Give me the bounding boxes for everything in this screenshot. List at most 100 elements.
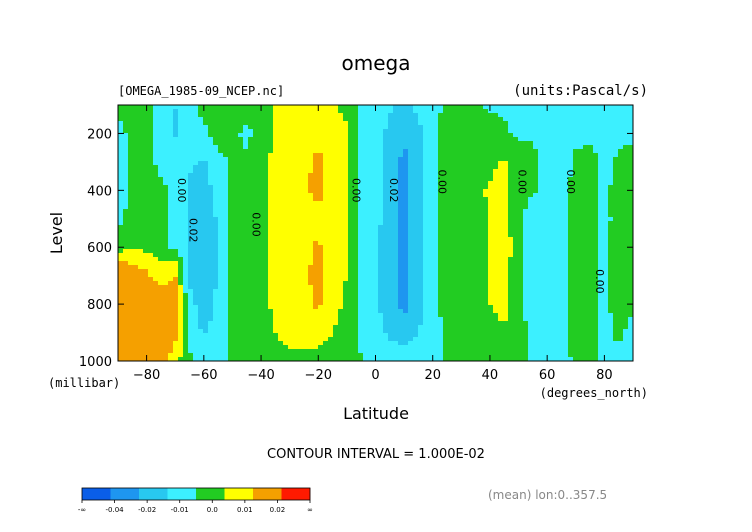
field-cell	[553, 257, 559, 262]
field-cell	[528, 145, 534, 150]
field-cell	[128, 225, 134, 230]
field-cell	[383, 265, 389, 270]
field-cell	[313, 117, 319, 122]
field-cell	[458, 217, 464, 222]
field-cell	[513, 269, 519, 274]
field-cell	[123, 161, 129, 166]
field-cell	[463, 181, 469, 186]
field-cell	[278, 241, 284, 246]
field-cell	[283, 185, 289, 190]
field-cell	[263, 297, 269, 302]
field-cell	[478, 293, 484, 298]
field-cell	[128, 253, 134, 258]
field-cell	[503, 245, 509, 250]
field-cell	[488, 149, 494, 154]
field-cell	[428, 293, 434, 298]
field-cell	[433, 245, 439, 250]
field-cell	[458, 225, 464, 230]
field-cell	[588, 233, 594, 238]
field-cell	[453, 225, 459, 230]
field-cell	[278, 205, 284, 210]
field-cell	[178, 205, 184, 210]
field-cell	[263, 113, 269, 118]
field-cell	[218, 177, 224, 182]
field-cell	[293, 213, 299, 218]
field-cell	[403, 241, 409, 246]
field-cell	[138, 145, 144, 150]
field-cell	[228, 145, 234, 150]
field-cell	[443, 149, 449, 154]
field-cell	[173, 157, 179, 162]
field-cell	[258, 197, 264, 202]
field-cell	[508, 277, 514, 282]
field-cell	[298, 269, 304, 274]
field-cell	[338, 237, 344, 242]
field-cell	[183, 157, 189, 162]
field-cell	[503, 193, 509, 198]
field-cell	[628, 293, 633, 298]
field-cell	[283, 201, 289, 206]
field-cell	[328, 105, 334, 110]
field-cell	[613, 209, 619, 214]
field-cell	[523, 237, 529, 242]
field-cell	[453, 281, 459, 286]
field-cell	[438, 161, 444, 166]
field-cell	[248, 105, 254, 110]
field-cell	[178, 241, 184, 246]
field-cell	[553, 233, 559, 238]
field-cell	[268, 145, 274, 150]
field-cell	[583, 137, 589, 142]
field-cell	[308, 281, 314, 286]
field-cell	[433, 253, 439, 258]
field-cell	[248, 289, 254, 294]
field-cell	[468, 245, 474, 250]
field-cell	[253, 277, 259, 282]
field-cell	[123, 273, 129, 278]
field-cell	[203, 273, 209, 278]
field-cell	[628, 121, 633, 126]
field-cell	[438, 185, 444, 190]
field-cell	[583, 177, 589, 182]
field-cell	[343, 173, 349, 178]
field-cell	[118, 273, 124, 278]
field-cell	[493, 117, 499, 122]
field-cell	[343, 297, 349, 302]
field-cell	[198, 249, 204, 254]
field-cell	[418, 117, 424, 122]
field-cell	[148, 129, 154, 134]
field-cell	[563, 129, 569, 134]
field-cell	[613, 149, 619, 154]
field-cell	[563, 133, 569, 138]
field-cell	[378, 201, 384, 206]
field-cell	[623, 121, 629, 126]
field-cell	[173, 105, 179, 110]
field-cell	[343, 249, 349, 254]
field-cell	[378, 209, 384, 214]
field-cell	[403, 153, 409, 158]
field-cell	[613, 165, 619, 170]
field-cell	[488, 125, 494, 130]
field-cell	[473, 245, 479, 250]
field-cell	[228, 213, 234, 218]
field-cell	[443, 265, 449, 270]
field-cell	[493, 293, 499, 298]
field-cell	[463, 117, 469, 122]
field-cell	[198, 281, 204, 286]
field-cell	[443, 233, 449, 238]
field-cell	[198, 241, 204, 246]
field-cell	[158, 233, 164, 238]
field-cell	[243, 149, 249, 154]
field-cell	[168, 241, 174, 246]
field-cell	[323, 201, 329, 206]
field-cell	[573, 285, 579, 290]
field-cell	[468, 213, 474, 218]
field-cell	[358, 233, 364, 238]
field-cell	[378, 233, 384, 238]
field-cell	[383, 209, 389, 214]
field-cell	[253, 113, 259, 118]
field-cell	[293, 233, 299, 238]
field-cell	[448, 209, 454, 214]
field-cell	[558, 217, 564, 222]
field-cell	[438, 109, 444, 114]
field-cell	[518, 253, 524, 258]
